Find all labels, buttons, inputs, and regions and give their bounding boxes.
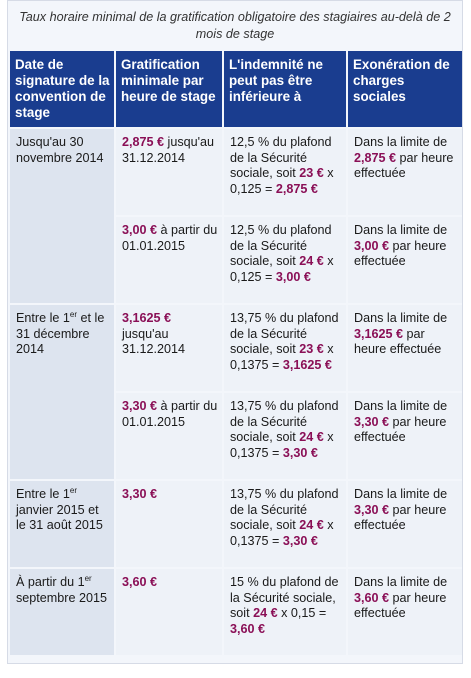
header-date: Date de signature de la convention de st… bbox=[10, 51, 114, 127]
gratification-cell: 3,60 € bbox=[116, 569, 222, 655]
indemnite-cell: 15 % du plafond de la Sécurité sociale, … bbox=[224, 569, 346, 655]
exoneration-cell: Dans la limite de 3,00 € par heure effec… bbox=[348, 217, 462, 303]
period-cell: À partir du 1er septembre 2015 bbox=[10, 569, 114, 655]
period-cell: Entre le 1er janvier 2015 et le 31 août … bbox=[10, 481, 114, 567]
table-row: Entre le 1er janvier 2015 et le 31 août … bbox=[10, 481, 462, 567]
gratification-cell: 2,875 € jusqu'au 31.12.2014 bbox=[116, 129, 222, 215]
indemnite-cell: 12,5 % du plafond de la Sécurité sociale… bbox=[224, 217, 346, 303]
exoneration-cell: Dans la limite de 3,30 € par heure effec… bbox=[348, 393, 462, 479]
indemnite-cell: 13,75 % du plafond de la Sécurité social… bbox=[224, 393, 346, 479]
period-cell: Jusqu'au 30 novembre 2014 bbox=[10, 129, 114, 303]
exoneration-cell: Dans la limite de 3,1625 € par heure eff… bbox=[348, 305, 462, 391]
gratification-cell: 3,00 € à partir du 01.01.2015 bbox=[116, 217, 222, 303]
gratification-cell: 3,1625 € jusqu'au 31.12.2014 bbox=[116, 305, 222, 391]
exoneration-cell: Dans la limite de 3,30 € par heure effec… bbox=[348, 481, 462, 567]
table-caption: Taux horaire minimal de la gratification… bbox=[19, 10, 451, 41]
header-row: Date de signature de la convention de st… bbox=[10, 51, 462, 127]
gratification-table-container: Taux horaire minimal de la gratification… bbox=[7, 0, 463, 664]
table-row: 3,00 € à partir du 01.01.2015 12,5 % du … bbox=[10, 217, 462, 303]
gratification-cell: 3,30 € à partir du 01.01.2015 bbox=[116, 393, 222, 479]
exoneration-cell: Dans la limite de 2,875 € par heure effe… bbox=[348, 129, 462, 215]
period-label: Jusqu'au 30 novembre 2014 bbox=[16, 135, 104, 165]
indemnite-cell: 13,75 % du plafond de la Sécurité social… bbox=[224, 305, 346, 391]
indemnite-cell: 13,75 % du plafond de la Sécurité social… bbox=[224, 481, 346, 567]
header-gratification: Gratification minimale par heure de stag… bbox=[116, 51, 222, 127]
period-cell: Entre le 1er et le 31 décembre 2014 bbox=[10, 305, 114, 479]
header-exoneration: Exonération de charges sociales bbox=[348, 51, 462, 127]
table-row: 3,30 € à partir du 01.01.2015 13,75 % du… bbox=[10, 393, 462, 479]
table-row: À partir du 1er septembre 2015 3,60 € 15… bbox=[10, 569, 462, 655]
indemnite-cell: 12,5 % du plafond de la Sécurité sociale… bbox=[224, 129, 346, 215]
table-row: Jusqu'au 30 novembre 2014 2,875 € jusqu'… bbox=[10, 129, 462, 303]
table-row: Entre le 1er et le 31 décembre 2014 3,16… bbox=[10, 305, 462, 479]
gratification-table: Date de signature de la convention de st… bbox=[8, 49, 464, 657]
header-indemnite: L'indemnité ne peut pas être inférieure … bbox=[224, 51, 346, 127]
gratification-cell: 3,30 € bbox=[116, 481, 222, 567]
exoneration-cell: Dans la limite de 3,60 € par heure effec… bbox=[348, 569, 462, 655]
